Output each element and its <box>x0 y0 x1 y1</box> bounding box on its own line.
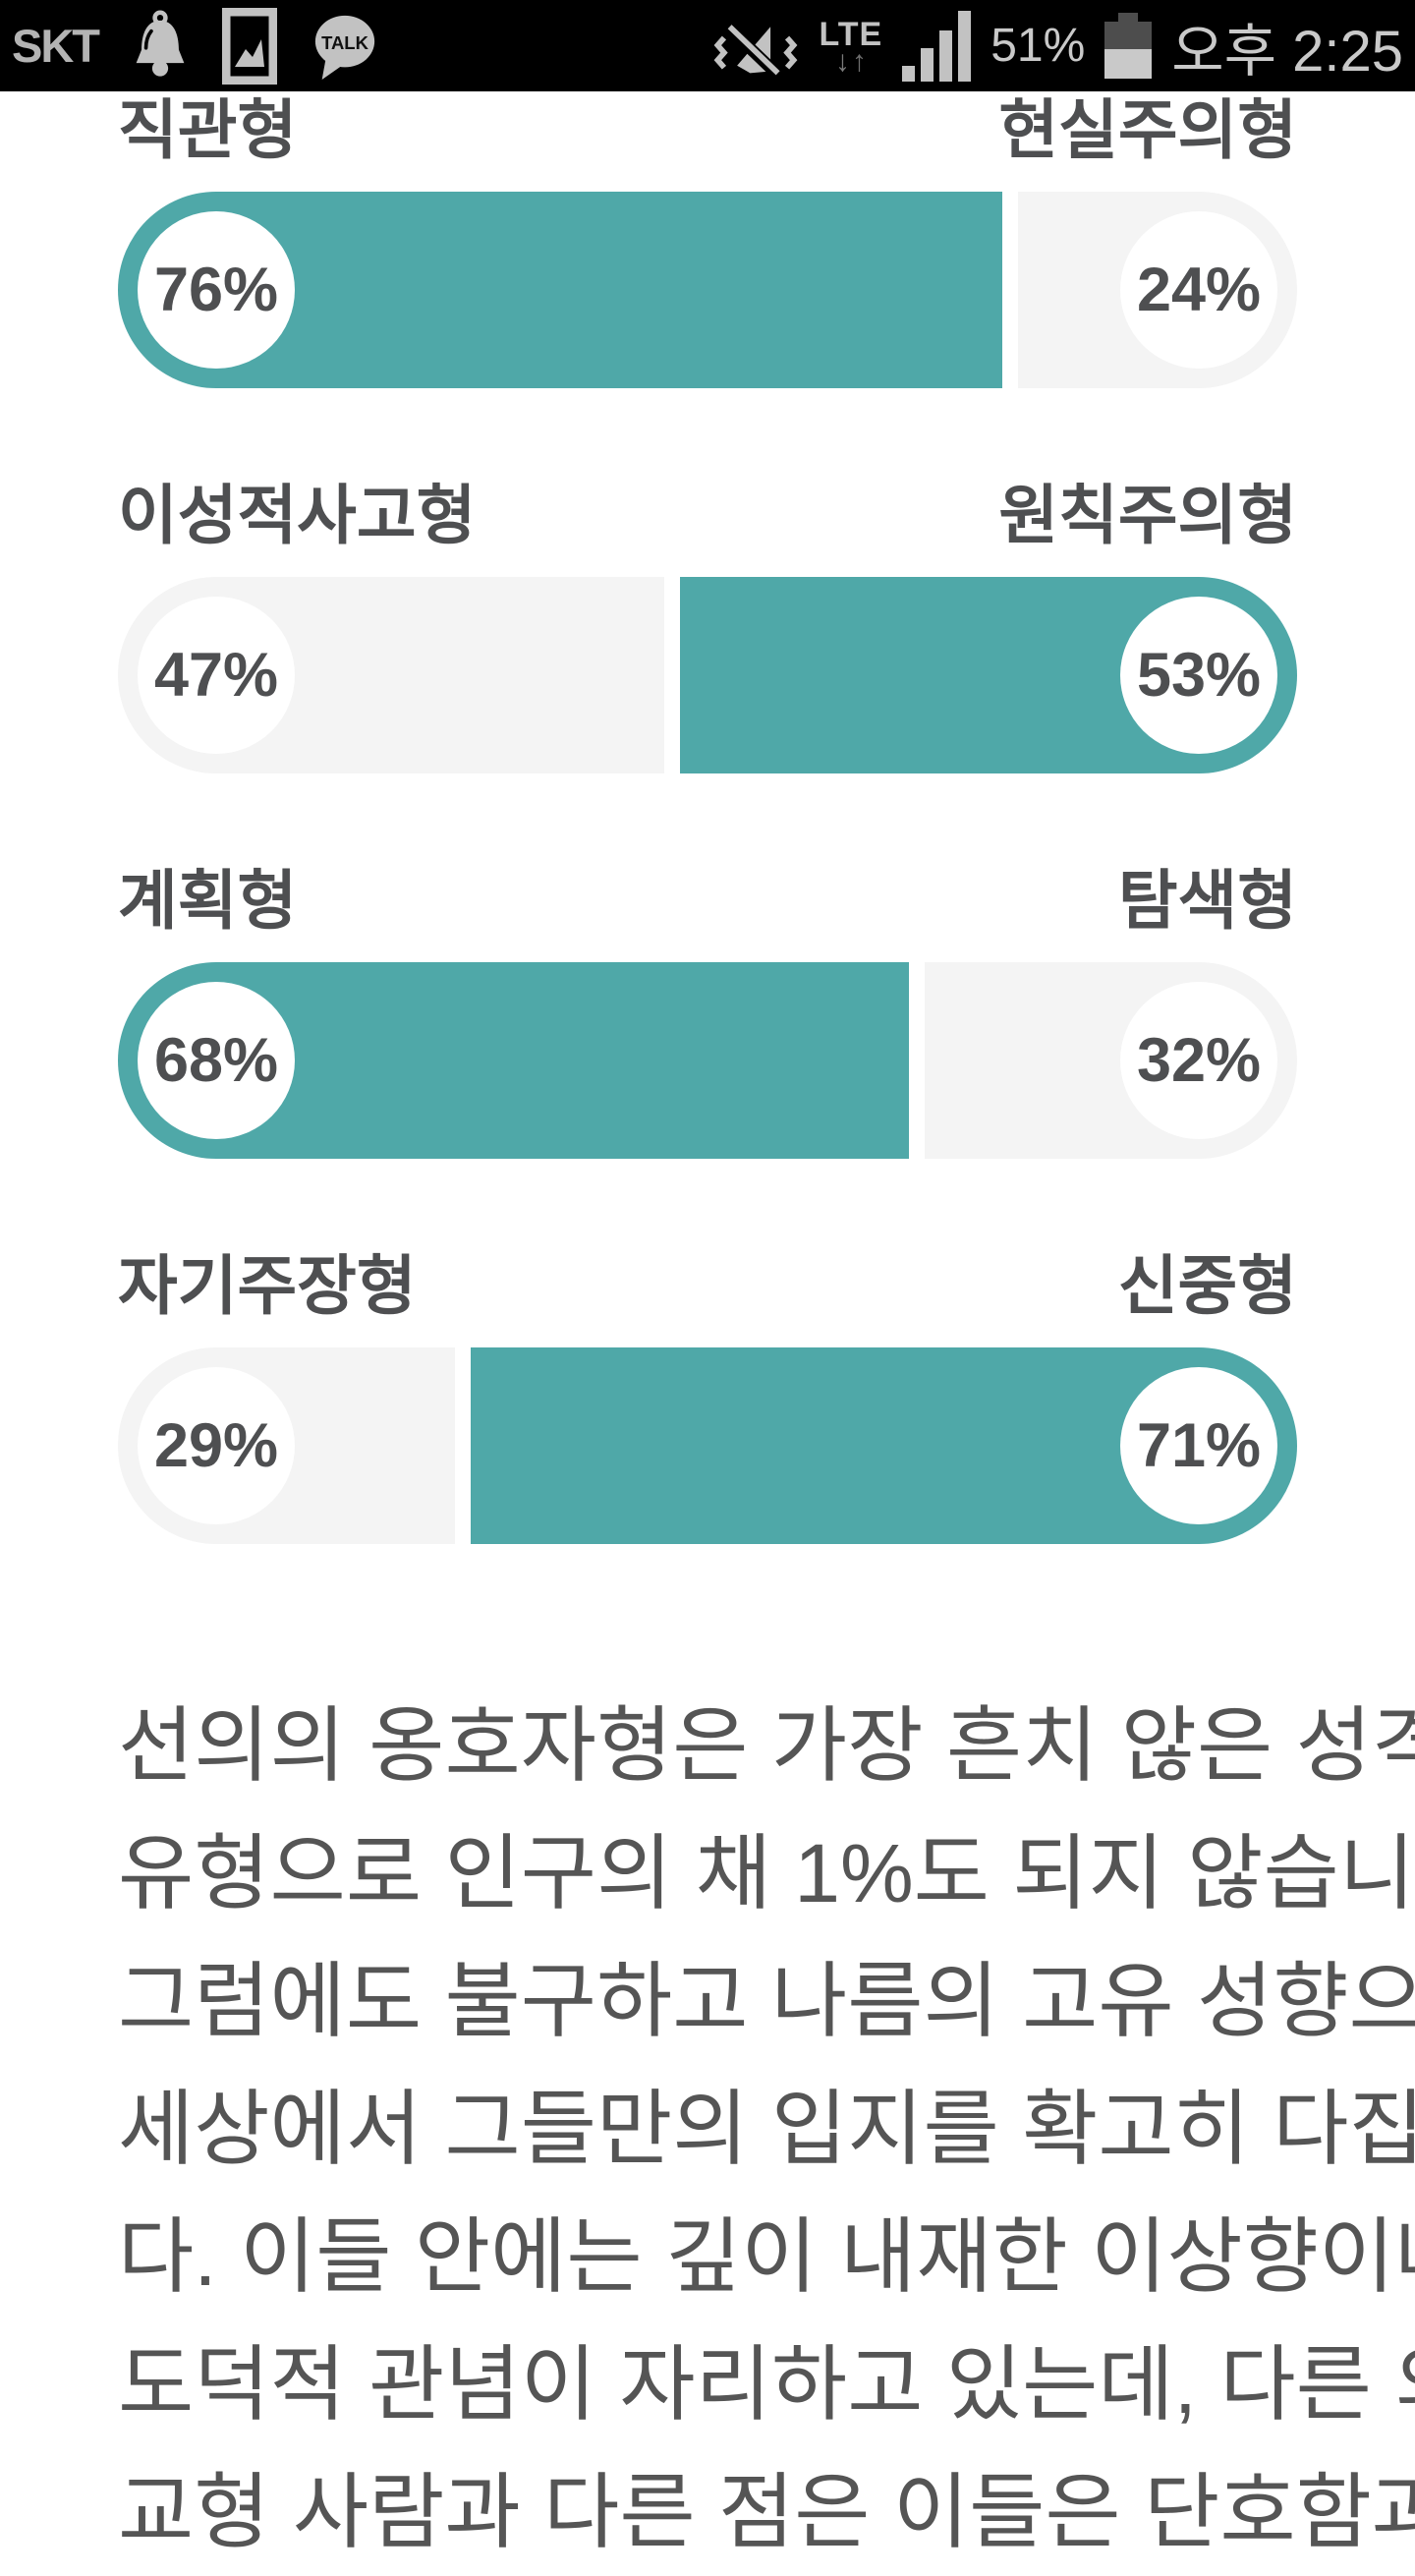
trait-segment-left: 47% <box>118 577 665 773</box>
trait-bar: 29% 71% <box>118 1347 1297 1544</box>
trait-segment-right: 71% <box>471 1347 1297 1544</box>
lte-label: LTE <box>819 15 883 53</box>
percentage-circle: 47% <box>138 597 295 754</box>
trait-label-right: 탐색형 <box>1117 864 1297 937</box>
paragraph-line: 유형으로 인구의 채 1%도 되지 않습니다. <box>118 1827 1415 1919</box>
type-description-paragraph: 선의의 옹호자형은 가장 흔치 않은 성격 유형으로 인구의 채 1%도 되지 … <box>118 1682 1415 2576</box>
percentage-circle: 71% <box>1120 1367 1277 1524</box>
battery-icon <box>1104 13 1153 79</box>
upload-arrow-icon: ↑ <box>851 44 867 78</box>
percentage-circle: 53% <box>1120 597 1277 754</box>
carrier-label: SKT <box>12 20 100 72</box>
trait-section-tactics: 계획형 탐색형 68% 32% <box>118 864 1297 1159</box>
signal-strength-icon <box>902 10 972 82</box>
bell-icon <box>136 9 185 77</box>
trait-section-identity: 자기주장형 신중형 29% 71% <box>118 1249 1297 1544</box>
trait-segment-right: 53% <box>680 577 1297 773</box>
signal-bar <box>902 65 916 82</box>
percentage-circle: 76% <box>138 211 295 369</box>
trait-bar: 76% 24% <box>118 192 1297 388</box>
trait-label-right: 신중형 <box>1117 1249 1297 1322</box>
trait-label-left: 계획형 <box>118 864 298 937</box>
percentage-value: 32% <box>1136 1026 1262 1095</box>
signal-bar <box>939 29 953 82</box>
battery-percent-label: 51% <box>990 20 1086 72</box>
trait-label-left: 직관형 <box>118 93 298 166</box>
percentage-value: 68% <box>153 1026 279 1095</box>
trait-section-energy: 직관형 현실주의형 76% 24% <box>118 93 1297 388</box>
clock-label: 오후 2:25 <box>1171 19 1403 84</box>
paragraph-line: 도덕적 관념이 자리하고 있는데, 다른 외 <box>118 2338 1415 2431</box>
paragraph-line: 세상에서 그들만의 입지를 확고히 다집니 <box>118 2083 1415 2175</box>
trait-section-nature: 이성적사고형 원칙주의형 47% 53% <box>118 479 1297 773</box>
screenshot-icon <box>222 7 277 85</box>
trait-segment-right: 24% <box>1017 192 1297 388</box>
mute-vibrate-icon <box>714 24 798 79</box>
percentage-value: 29% <box>153 1411 279 1480</box>
percentage-value: 71% <box>1136 1411 1262 1480</box>
trait-label-left: 이성적사고형 <box>118 479 477 551</box>
trait-segment-left: 76% <box>118 192 1002 388</box>
percentage-circle: 68% <box>138 982 295 1139</box>
paragraph-line: 선의의 옹호자형은 가장 흔치 않은 성격 <box>118 1699 1415 1792</box>
percentage-circle: 29% <box>138 1367 295 1524</box>
trait-segment-left: 68% <box>118 962 910 1159</box>
battery-empty-portion <box>1104 22 1153 50</box>
trait-label-right: 원칙주의형 <box>998 479 1297 551</box>
trait-bar: 47% 53% <box>118 577 1297 773</box>
download-arrow-icon: ↓ <box>834 44 850 78</box>
signal-bar <box>921 47 934 82</box>
percentage-value: 53% <box>1136 641 1262 710</box>
trait-label-right: 현실주의형 <box>998 93 1297 166</box>
percentage-circle: 32% <box>1120 982 1277 1139</box>
status-bar: SKT TALK LTE ↓ ↑ <box>0 0 1415 91</box>
percentage-value: 24% <box>1136 256 1262 324</box>
trait-segment-right: 32% <box>925 962 1297 1159</box>
trait-bar: 68% 32% <box>118 962 1297 1159</box>
trait-label-left: 자기주장형 <box>118 1249 417 1322</box>
paragraph-line: 교형 사람과 다른 점은 이들은 단호함과 <box>118 2466 1415 2558</box>
trait-segment-left: 29% <box>118 1347 456 1544</box>
paragraph-line: 다. 이들 안에는 깊이 내재한 이상향이나 <box>118 2210 1415 2303</box>
paragraph-line: 그럼에도 불구하고 나름의 고유 성향으로 <box>118 1955 1415 2047</box>
signal-bar <box>958 10 972 82</box>
percentage-circle: 24% <box>1120 211 1277 369</box>
status-bar-left: SKT TALK <box>12 7 379 85</box>
kakaotalk-label: TALK <box>321 31 369 52</box>
battery-cap <box>1118 13 1139 22</box>
battery-charge-portion <box>1104 49 1153 79</box>
personality-results: 직관형 현실주의형 76% 24% 이성적사고형 원칙주의형 4 <box>0 91 1415 2576</box>
kakaotalk-icon: TALK <box>314 15 375 80</box>
status-bar-right: LTE ↓ ↑ 51% 오후 2:25 <box>712 5 1403 87</box>
lte-data-arrows: ↓ ↑ <box>834 44 867 78</box>
percentage-value: 47% <box>153 641 279 710</box>
percentage-value: 76% <box>153 256 279 324</box>
lte-indicator: LTE ↓ ↑ <box>819 18 882 77</box>
